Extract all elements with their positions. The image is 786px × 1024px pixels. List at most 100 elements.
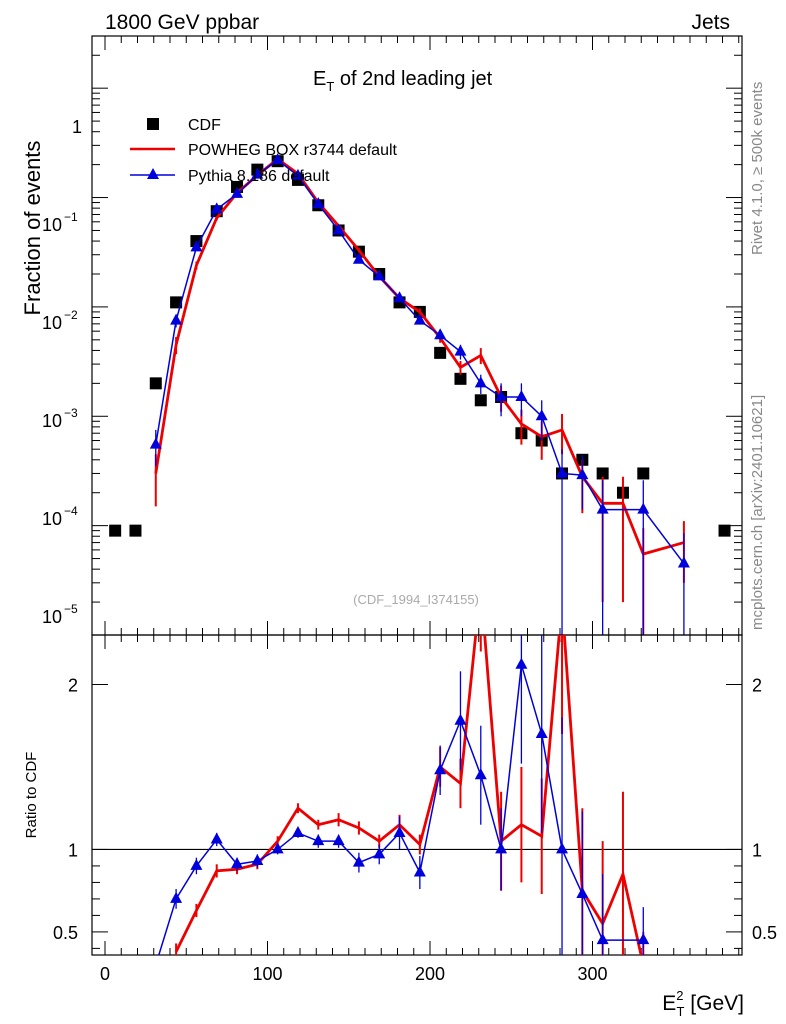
ratio-marker-pythia [352, 855, 365, 867]
marker-cdf [149, 377, 162, 390]
ratio-tick-labels: 0 100 200 300 0.5 0.5 1 1 2 2 [53, 675, 777, 984]
ratio-marker-pythia [291, 825, 304, 837]
ratio-series-layer [158, 635, 650, 955]
marker-pythia [271, 153, 284, 165]
ytick-1e-3-base: 10 [42, 411, 62, 431]
marker-pythia [576, 468, 589, 480]
ytick-1e-4-exp: −4 [64, 504, 78, 518]
ratio-marker-pythia [495, 842, 508, 854]
ratio-ytick-label-left: 1 [68, 840, 78, 860]
marker-pythia [373, 269, 386, 281]
ratio-ytick-label-right: 2 [752, 675, 762, 695]
ratio-ytick-label-left: 2 [68, 675, 78, 695]
header-right: Jets [691, 11, 730, 34]
ratio-marker-pythia [170, 891, 183, 903]
ratio-ytick-label-right: 1 [752, 840, 762, 860]
marker-cdf [170, 296, 183, 309]
marker-pythia [434, 328, 447, 340]
marker-pythia [251, 167, 264, 179]
main-series-layer [109, 153, 731, 635]
xtick-label: 0 [100, 964, 110, 984]
ratio-marker-pythia [576, 886, 589, 898]
ratio-marker-pythia [556, 842, 569, 854]
ratio-marker-pythia [535, 726, 548, 738]
ytick-label-0p01: 10 [42, 313, 62, 333]
ytick-0p01-base: 10 [42, 313, 62, 333]
ratio-marker-pythia [210, 832, 223, 844]
xtick-label: 100 [252, 964, 282, 984]
marker-pythia [413, 313, 426, 325]
ratio-marker-pythia [251, 853, 264, 865]
ytick-1e-5-exp: −5 [64, 602, 78, 616]
ratio-marker-pythia [332, 834, 345, 846]
legend-label-cdf: CDF [188, 117, 221, 134]
ytick-0p1-exp: −1 [64, 210, 78, 224]
marker-pythia [149, 437, 162, 449]
marker-pythia [535, 409, 548, 421]
main-title: ET of 2nd leading jet [313, 68, 493, 94]
marker-pythia [190, 240, 203, 252]
ratio-axis-ticks [92, 635, 742, 955]
ytick-1e-3-exp: −3 [64, 406, 78, 420]
marker-pythia [231, 186, 244, 198]
ratio-panel-frame [91, 634, 743, 956]
marker-pythia [210, 202, 223, 214]
ytick-1e-5-base: 10 [42, 607, 62, 627]
ratio-ytick-label-left: 0.5 [53, 923, 78, 943]
marker-pythia [454, 344, 467, 356]
marker-cdf [718, 524, 731, 537]
legend-marker-cdf [147, 118, 159, 130]
xlabel: E2 T [GeV] [662, 988, 744, 1019]
ytick-1e-4-base: 10 [42, 509, 62, 529]
main-panel: ET of 2nd leading jet Fraction of events… [20, 35, 743, 636]
ratio-marker-pythia [271, 842, 284, 854]
marker-cdf [474, 394, 487, 407]
ratio-marker-pythia [373, 847, 386, 859]
ytick-label-1e-5: 10 [42, 607, 62, 627]
marker-cdf [109, 524, 122, 537]
marker-pythia [677, 556, 690, 568]
ratio-marker-pythia [413, 865, 426, 877]
xlabel-sup: 2 [676, 988, 683, 1003]
xlabel-e: E [662, 992, 676, 1015]
ratio-marker-pythia [474, 768, 487, 780]
marker-pythia [596, 502, 609, 514]
marker-pythia [515, 390, 528, 402]
marker-pythia [170, 313, 183, 325]
marker-cdf [129, 524, 142, 537]
marker-pythia [352, 252, 365, 264]
ytick-label-1: 1 [72, 117, 82, 137]
marker-cdf [637, 467, 650, 480]
ratio-marker-pythia [637, 933, 650, 945]
ytick-label-1e-3: 10 [42, 411, 62, 431]
ratio-marker-pythia [596, 933, 609, 945]
legend: CDF POWHEG BOX r3744 default Pythia 8.18… [130, 117, 398, 185]
ratio-marker-pythia [515, 657, 528, 669]
ratio-ylabel: Ratio to CDF [23, 752, 40, 839]
xtick-label: 300 [577, 964, 607, 984]
ratio-marker-pythia [393, 825, 406, 837]
main-ylabel: Fraction of events [20, 141, 45, 316]
marker-pythia [637, 502, 650, 514]
main-axis-ticks [92, 35, 742, 636]
marker-pythia [312, 197, 325, 209]
ratio-marker-pythia [312, 834, 325, 846]
ratio-ytick-label-right: 0.5 [752, 923, 777, 943]
ytick-0p1-base: 10 [42, 215, 62, 235]
marker-pythia [291, 168, 304, 180]
marker-pythia [332, 223, 345, 235]
side-label-rivet: Rivet 4.1.0, ≥ 500k events [749, 82, 766, 255]
ratio-line-pythia [158, 664, 644, 955]
xlabel-rest: [GeV] [684, 992, 744, 1015]
side-label-mcplots: mcplots.cern.ch [arXiv:2401.10621] [749, 395, 766, 630]
legend-label-pythia: Pythia 8.186 default [188, 168, 330, 185]
ratio-marker-pythia [434, 763, 447, 775]
ytick-label-0p1: 10 [42, 215, 62, 235]
marker-pythia [556, 466, 569, 478]
marker-cdf [596, 467, 609, 480]
xlabel-sub: T [677, 1004, 685, 1019]
marker-pythia [393, 291, 406, 303]
